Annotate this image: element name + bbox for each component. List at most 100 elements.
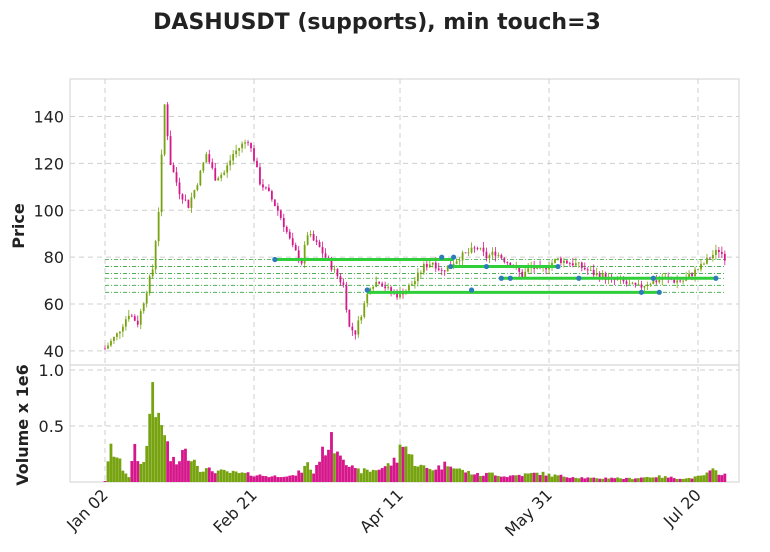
x-tick-label: Jul 20: [659, 485, 705, 531]
candle-body: [119, 331, 121, 334]
candle-body: [253, 148, 255, 161]
volume-bar: [541, 471, 545, 482]
candle-body: [428, 264, 431, 268]
candle-body: [378, 281, 381, 284]
candle-body: [461, 252, 464, 261]
volume-bar: [270, 476, 274, 482]
volume-bar: [347, 466, 351, 482]
price-tick-label: 140: [33, 108, 64, 127]
volume-bar: [133, 443, 137, 482]
candle-body: [208, 154, 211, 163]
candle-body: [178, 182, 181, 195]
volume-bar: [392, 457, 396, 482]
volume-bar: [282, 476, 286, 482]
candle-body: [235, 150, 238, 155]
candle-body: [181, 194, 184, 200]
volume-bar: [145, 445, 149, 482]
touch-point: [272, 256, 278, 263]
candle-body: [294, 245, 297, 251]
volume-bar: [198, 471, 202, 482]
price-tick-label: 80: [44, 248, 64, 267]
volume-bar: [678, 478, 682, 482]
touch-point: [498, 275, 504, 281]
candle-body: [133, 316, 136, 321]
candle-body: [139, 311, 142, 325]
candle-body: [300, 259, 303, 264]
candle-body: [467, 252, 470, 254]
candle-body: [709, 257, 711, 259]
candle-body: [372, 286, 375, 289]
candle-body: [715, 250, 717, 255]
volume-bar: [622, 479, 625, 482]
candle-body: [503, 258, 506, 262]
candle-body: [485, 251, 488, 259]
candle-body: [637, 284, 640, 286]
candle-body: [199, 170, 202, 186]
candle-body: [414, 281, 416, 285]
volume-bar: [294, 475, 298, 482]
candle-body: [244, 142, 246, 144]
volume-bar: [136, 461, 140, 482]
volume-bar: [681, 478, 685, 482]
volume-bar: [708, 470, 712, 482]
volume-bar: [634, 478, 637, 482]
volume-bar: [684, 478, 688, 482]
volume-bar: [476, 472, 479, 482]
volume-bar: [339, 455, 342, 482]
candle-body: [434, 262, 437, 269]
candle-body: [390, 287, 392, 292]
candle-body: [211, 162, 214, 169]
price-panel-frame: [69, 78, 740, 366]
touch-point: [439, 254, 445, 260]
volume-bar: [166, 441, 169, 482]
candle-body: [148, 276, 151, 294]
candle-body: [238, 148, 240, 151]
volume-bar: [258, 474, 262, 482]
candle-body: [712, 254, 714, 259]
volume-bar: [374, 470, 378, 482]
volume-bar: [428, 468, 432, 482]
candle-body: [357, 320, 360, 335]
volume-bar: [228, 472, 232, 482]
volume-bar: [666, 477, 670, 482]
candle-body: [130, 315, 133, 317]
candle-body: [560, 258, 562, 263]
volume-bar: [598, 478, 602, 482]
touch-point: [364, 287, 370, 293]
volume-bar: [193, 459, 196, 482]
volume-bar: [130, 460, 134, 482]
volume-bar: [616, 477, 619, 482]
candle-body: [470, 247, 473, 253]
volume-bar: [675, 478, 679, 482]
volume-bar: [118, 458, 122, 482]
volume-bar: [523, 473, 527, 482]
volume-bar: [342, 459, 345, 482]
candle-body: [694, 269, 696, 277]
candle-body: [157, 211, 160, 242]
volume-bar: [210, 471, 214, 482]
volume-bar: [321, 446, 324, 482]
candle-body: [151, 269, 154, 277]
volume-bar: [249, 475, 253, 482]
volume-bar: [607, 478, 611, 482]
candle-body: [476, 248, 479, 249]
candle-body: [601, 273, 604, 279]
candle-body: [223, 172, 226, 175]
volume-bar: [297, 470, 301, 482]
volume-bar: [687, 477, 691, 482]
volume-bar: [395, 462, 399, 482]
candle-body: [598, 273, 601, 279]
volume-bar: [312, 473, 315, 482]
volume-bar: [178, 461, 181, 482]
candle-body: [649, 284, 652, 285]
grid-layer: [70, 79, 739, 482]
candle-body: [574, 263, 577, 266]
volume-bar: [470, 474, 473, 482]
volume-bar: [619, 478, 622, 482]
volume-bar: [106, 461, 110, 482]
volume-bar: [532, 472, 536, 482]
candle-body: [506, 261, 509, 263]
volume-bar: [419, 464, 423, 482]
volume-bar: [496, 475, 500, 482]
candle-body: [285, 226, 288, 232]
